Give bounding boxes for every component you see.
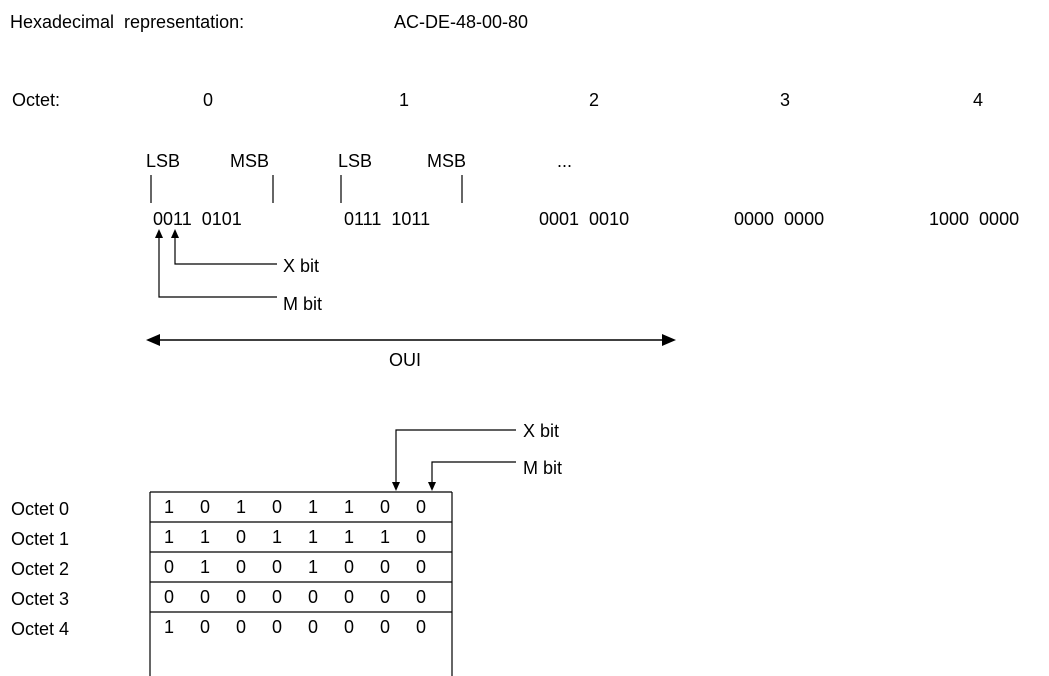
bit-cell: 0 (415, 587, 426, 607)
bit-cell: 1 (271, 527, 282, 547)
bit-cell: 0 (415, 497, 426, 517)
table-x-bit-label: X bit (523, 421, 560, 441)
table-x-bit-arrowhead (392, 482, 400, 491)
msb-label-1: MSB (427, 151, 467, 171)
bit-cell: 0 (307, 617, 318, 637)
hex-value: AC-DE-48-00-80 (394, 12, 529, 32)
bit-cell: 0 (235, 527, 246, 547)
binary-octet-1: 0111 1011 (344, 209, 431, 229)
table-m-bit-connector (431, 461, 516, 484)
bit-cell: 1 (163, 497, 174, 517)
bit-cell: 0 (379, 587, 390, 607)
bit-cell: 0 (163, 557, 174, 577)
octet-index-0: 0 (203, 90, 214, 110)
binary-octet-4: 1000 0000 (929, 209, 1020, 229)
oui-arrow-right (662, 334, 676, 346)
bit-cell: 1 (163, 617, 174, 637)
bit-cell: 0 (343, 617, 354, 637)
row-label-octet-1: Octet 1 (11, 529, 70, 549)
bit-cell: 1 (199, 527, 210, 547)
bit-cell: 1 (307, 557, 318, 577)
binary-octet-2: 0001 0010 (539, 209, 630, 229)
bit-cell: 1 (235, 497, 246, 517)
bit-cell: 1 (343, 497, 354, 517)
bit-cell: 1 (307, 527, 318, 547)
bit-cell: 0 (379, 617, 390, 637)
row-label-octet-3: Octet 3 (11, 589, 70, 609)
m-bit-label: M bit (283, 294, 323, 314)
binary-octet-0: 0011 0101 (153, 209, 242, 229)
bit-cell: 0 (235, 587, 246, 607)
x-bit-label: X bit (283, 256, 320, 276)
bit-cell: 0 (343, 587, 354, 607)
lsb-label-0: LSB (146, 151, 181, 171)
table-m-bit-arrowhead (428, 482, 436, 491)
msb-label-0: MSB (230, 151, 270, 171)
bit-cell: 0 (271, 587, 282, 607)
bit-cell: 1 (343, 527, 354, 547)
bit-cell: 1 (199, 557, 210, 577)
oui-arrow-left (146, 334, 160, 346)
m-bit-arrowhead (155, 229, 163, 238)
octet-index-4: 4 (973, 90, 984, 110)
octet-index-1: 1 (399, 90, 410, 110)
ellipsis-label: ... (557, 151, 573, 171)
row-label-octet-2: Octet 2 (11, 559, 70, 579)
bit-cell: 0 (199, 587, 210, 607)
x-bit-connector (174, 236, 277, 265)
bit-cell: 0 (415, 527, 426, 547)
lsb-label-1: LSB (338, 151, 373, 171)
bit-cell: 0 (307, 587, 318, 607)
bit-cell: 0 (199, 617, 210, 637)
table-x-bit-connector (395, 429, 516, 484)
bit-cell: 0 (379, 557, 390, 577)
bit-cell: 0 (271, 497, 282, 517)
hex-label: Hexadecimal representation: (10, 12, 245, 32)
bit-cell: 0 (235, 617, 246, 637)
x-bit-arrowhead (171, 229, 179, 238)
row-label-octet-0: Octet 0 (11, 499, 70, 519)
bit-cell: 0 (235, 557, 246, 577)
bit-cell: 0 (415, 617, 426, 637)
bit-cell: 0 (199, 497, 210, 517)
bit-cell: 0 (271, 557, 282, 577)
bit-cell: 0 (163, 587, 174, 607)
bit-grid-lines (149, 491, 453, 676)
bit-cell: 1 (307, 497, 318, 517)
octet-row-label: Octet: (12, 90, 61, 110)
octet-index-2: 2 (589, 90, 600, 110)
bit-cell: 0 (415, 557, 426, 577)
bit-cell: 0 (271, 617, 282, 637)
bit-cell: 0 (343, 557, 354, 577)
m-bit-connector (158, 236, 277, 298)
binary-octet-3: 0000 0000 (734, 209, 825, 229)
table-m-bit-label: M bit (523, 458, 563, 478)
row-label-octet-4: Octet 4 (11, 619, 70, 639)
bit-cell: 1 (379, 527, 390, 547)
oui-label: OUI (389, 350, 422, 370)
octet-index-3: 3 (780, 90, 791, 110)
bit-cell: 0 (379, 497, 390, 517)
bit-cell: 1 (163, 527, 174, 547)
